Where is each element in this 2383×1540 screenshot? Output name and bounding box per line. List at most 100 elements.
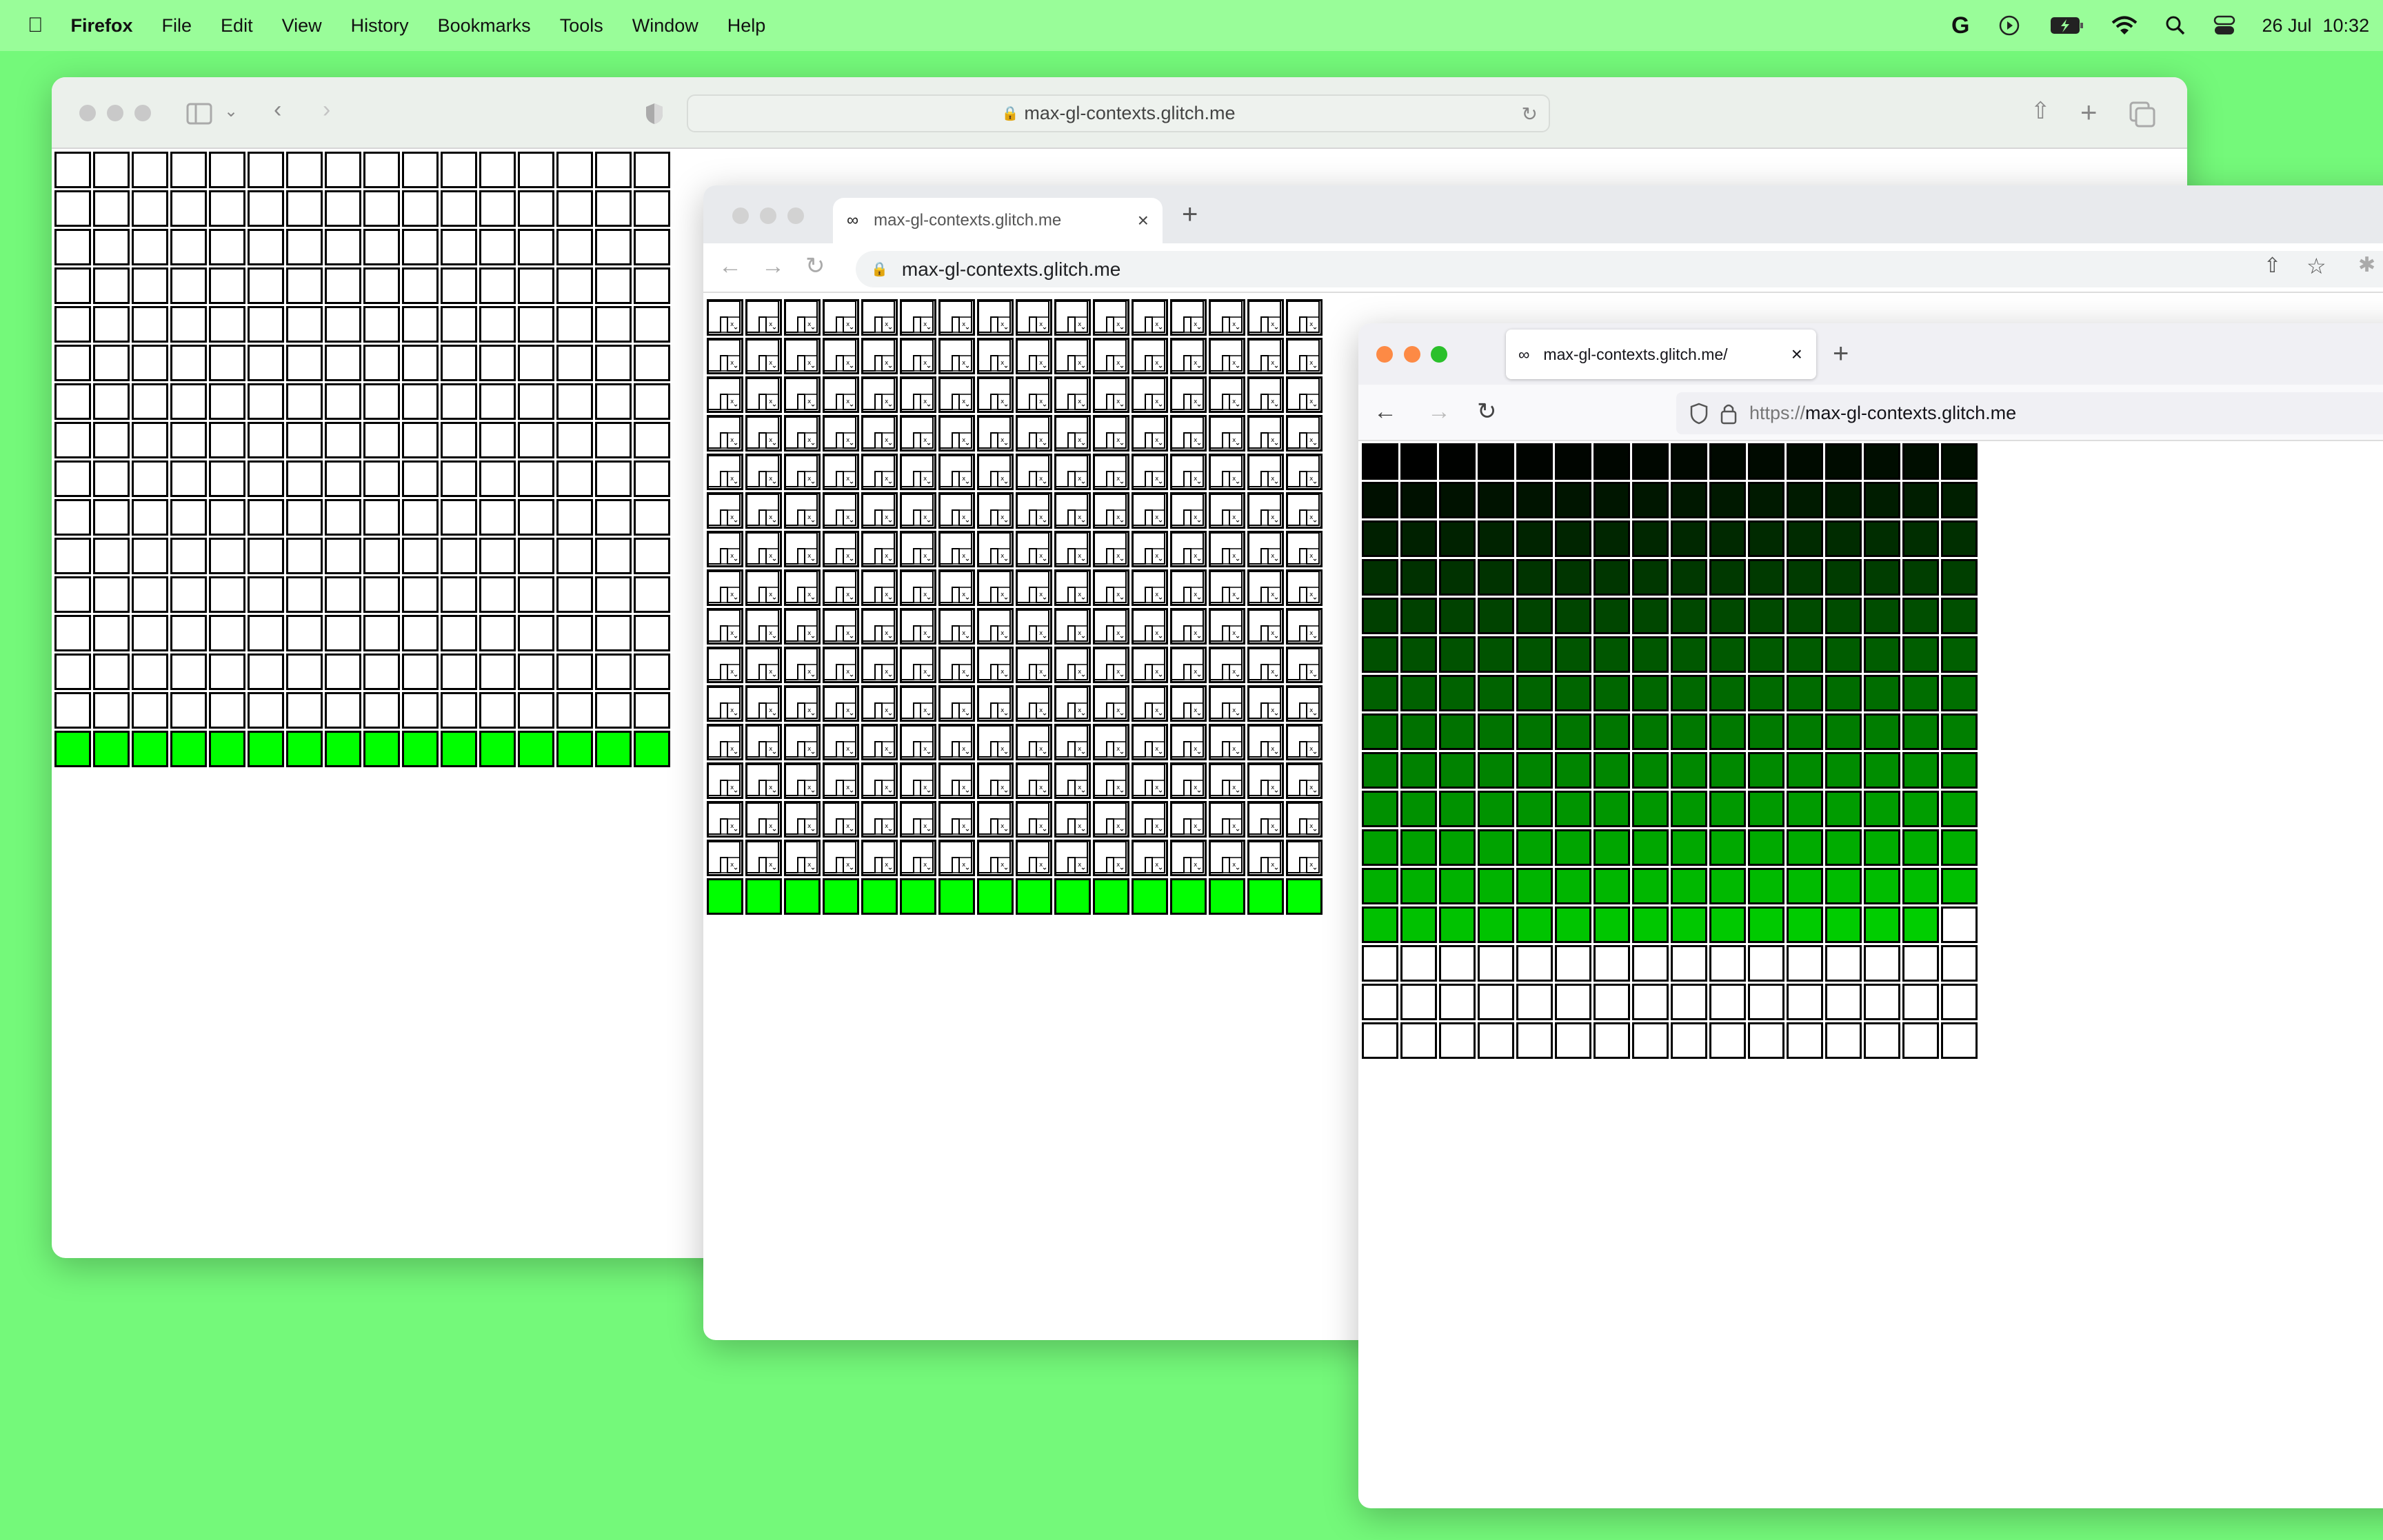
gradient-canvas-cell bbox=[1400, 752, 1437, 789]
control-center-icon[interactable] bbox=[2213, 15, 2235, 36]
tab-overview-icon[interactable] bbox=[2129, 101, 2155, 128]
empty-canvas-cell: x bbox=[784, 608, 821, 645]
omnibox[interactable]: 🔒 max-gl-contexts.glitch.me bbox=[856, 251, 2383, 287]
forward-icon[interactable]: → bbox=[1427, 398, 1451, 425]
zoom-button[interactable] bbox=[1431, 346, 1447, 363]
empty-canvas-cell: x bbox=[1286, 685, 1323, 722]
empty-canvas-cell: x bbox=[707, 492, 743, 529]
svg-text:x: x bbox=[1232, 398, 1236, 405]
gradient-canvas-cell bbox=[1516, 675, 1553, 711]
shield-icon[interactable] bbox=[645, 102, 664, 125]
address-bar[interactable]: 🔒 max-gl-contexts.glitch.me ↻ bbox=[687, 94, 1550, 132]
gradient-canvas-cell bbox=[1787, 520, 1823, 557]
empty-canvas-cell bbox=[441, 152, 477, 188]
svg-text:x: x bbox=[1194, 437, 1198, 444]
empty-canvas-cell bbox=[556, 499, 593, 536]
close-button[interactable] bbox=[79, 105, 96, 121]
gradient-canvas-cell bbox=[1864, 713, 1900, 750]
svg-text:x: x bbox=[1271, 591, 1275, 598]
share-icon[interactable]: ⇧ bbox=[2264, 254, 2282, 277]
tab-active[interactable]: ∞ max-gl-contexts.glitch.me/ × bbox=[1506, 330, 1816, 379]
zoom-button[interactable] bbox=[134, 105, 151, 121]
minimize-button[interactable] bbox=[760, 207, 776, 224]
forward-icon[interactable]: → bbox=[761, 253, 785, 279]
play-icon[interactable] bbox=[1998, 14, 2020, 37]
back-icon[interactable]: ← bbox=[718, 253, 742, 279]
menu-window[interactable]: Window bbox=[616, 14, 698, 36]
menu-view[interactable]: View bbox=[266, 14, 322, 36]
empty-canvas-cell bbox=[402, 576, 439, 613]
new-tab-icon[interactable]: + bbox=[1182, 199, 1198, 230]
broken-image-icon: x bbox=[1018, 726, 1049, 758]
broken-image-icon: x bbox=[1056, 378, 1088, 410]
svg-text:x: x bbox=[807, 784, 812, 791]
close-tab-icon[interactable]: × bbox=[1137, 210, 1149, 231]
battery-charging-icon[interactable] bbox=[2049, 15, 2085, 36]
broken-image-icon: x bbox=[1172, 803, 1204, 835]
svg-text:x: x bbox=[1116, 398, 1120, 405]
empty-canvas-cell: x bbox=[900, 492, 936, 529]
menu-help[interactable]: Help bbox=[712, 14, 766, 36]
gradient-canvas-cell bbox=[1864, 868, 1900, 904]
zoom-button[interactable] bbox=[787, 207, 804, 224]
empty-canvas-cell bbox=[170, 152, 207, 188]
svg-text:x: x bbox=[1309, 476, 1314, 483]
empty-canvas-cell: x bbox=[1170, 454, 1207, 490]
gradient-canvas-cell bbox=[1825, 868, 1862, 904]
menu-bookmarks[interactable]: Bookmarks bbox=[422, 14, 531, 36]
reload-icon[interactable]: ↻ bbox=[1521, 103, 1538, 125]
back-icon[interactable]: ← bbox=[1374, 398, 1397, 425]
green-canvas-cell bbox=[900, 878, 936, 915]
menu-file[interactable]: File bbox=[146, 14, 192, 36]
search-icon[interactable] bbox=[2165, 15, 2186, 36]
new-tab-icon[interactable]: + bbox=[2080, 96, 2098, 128]
broken-image-icon: x bbox=[1018, 301, 1049, 333]
url-bar[interactable]: https://max-gl-contexts.glitch.me bbox=[1676, 392, 2383, 434]
empty-canvas-cell: x bbox=[1170, 840, 1207, 876]
broken-image-icon: x bbox=[1249, 571, 1281, 603]
broken-image-icon: x bbox=[709, 571, 741, 603]
empty-canvas-cell: x bbox=[1170, 801, 1207, 838]
empty-canvas-cell: x bbox=[784, 724, 821, 760]
menu-history[interactable]: History bbox=[335, 14, 409, 36]
svg-text:x: x bbox=[1155, 398, 1159, 405]
empty-canvas-cell bbox=[518, 190, 554, 227]
broken-image-icon: x bbox=[747, 533, 779, 565]
reload-icon[interactable]: ↻ bbox=[805, 253, 825, 279]
menu-app-name[interactable]: Firefox bbox=[55, 14, 133, 36]
empty-canvas-cell bbox=[1632, 945, 1669, 982]
empty-canvas-cell bbox=[479, 692, 516, 729]
menu-tools[interactable]: Tools bbox=[544, 14, 603, 36]
close-tab-icon[interactable]: × bbox=[1791, 343, 1802, 365]
back-icon[interactable]: ‹ bbox=[274, 97, 282, 123]
new-tab-icon[interactable]: + bbox=[1833, 338, 1849, 369]
broken-image-icon: x bbox=[1172, 842, 1204, 873]
empty-canvas-cell bbox=[518, 383, 554, 420]
wifi-icon[interactable] bbox=[2111, 15, 2138, 36]
google-icon[interactable]: G bbox=[1951, 12, 1970, 39]
lock-icon[interactable] bbox=[1720, 403, 1737, 425]
close-button[interactable] bbox=[1376, 346, 1393, 363]
sidebar-icon[interactable] bbox=[186, 103, 214, 125]
gradient-canvas-cell bbox=[1709, 791, 1746, 827]
bookmark-star-icon[interactable]: ☆ bbox=[2306, 254, 2326, 278]
empty-canvas-cell: x bbox=[938, 415, 975, 452]
empty-canvas-cell: x bbox=[707, 724, 743, 760]
chevron-down-icon[interactable]: ⌄ bbox=[224, 102, 239, 121]
gradient-canvas-cell bbox=[1902, 791, 1939, 827]
apple-icon[interactable]:  bbox=[28, 14, 43, 37]
close-button[interactable] bbox=[732, 207, 749, 224]
gradient-canvas-cell bbox=[1632, 559, 1669, 596]
minimize-button[interactable] bbox=[1404, 346, 1420, 363]
menu-edit[interactable]: Edit bbox=[205, 14, 253, 36]
reload-icon[interactable]: ↻ bbox=[1477, 398, 1497, 425]
tracking-shield-icon[interactable] bbox=[1690, 403, 1708, 425]
share-icon[interactable]: ⇧ bbox=[2031, 98, 2051, 124]
minimize-button[interactable] bbox=[107, 105, 123, 121]
gradient-canvas-cell bbox=[1941, 598, 1978, 634]
empty-canvas-cell bbox=[518, 654, 554, 690]
extensions-icon[interactable]: ✱ bbox=[2358, 254, 2376, 276]
forward-icon[interactable]: › bbox=[323, 97, 331, 123]
gradient-canvas-cell bbox=[1593, 752, 1630, 789]
tab-active[interactable]: ∞ max-gl-contexts.glitch.me × bbox=[833, 198, 1163, 243]
